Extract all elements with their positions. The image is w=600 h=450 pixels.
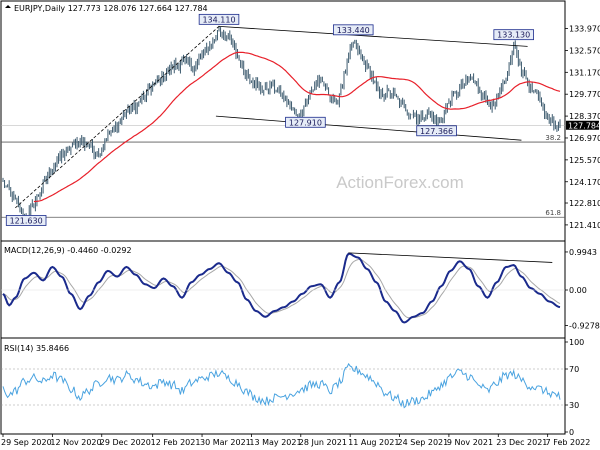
x-tick-label: 23 Dec 2021 (496, 438, 547, 447)
price-y-axis: 133.970 132.570 131.170 129.770 128.370 126.9… (565, 25, 600, 230)
rsi-title: RSI(14) 35.8466 (4, 344, 69, 353)
x-tick-label: 7 Feb 2022 (546, 438, 591, 447)
last-price-tag: 127.784 (566, 120, 600, 130)
price-tick-label: 132.570 (569, 46, 600, 55)
macd-y-axis: 0.9943 0.00 -0.9278 (1, 248, 600, 330)
price-tick-label: 126.970 (569, 134, 600, 143)
macd-trendline (348, 252, 553, 263)
fib-level-lines (1, 124, 565, 218)
annotation-box (332, 24, 374, 36)
x-tick-label: 12 Nov 2020 (50, 438, 101, 447)
price-annotations: 134.110 133.440 133.130 127.910 127.366 121.6… (5, 13, 534, 226)
price-bars (2, 25, 561, 224)
x-tick-label: 13 May 2021 (249, 438, 301, 447)
collapse-triangle-icon[interactable] (5, 5, 11, 8)
macd-tick-label: 0.9943 (569, 248, 597, 257)
x-tick-label: 24 Sep 2021 (398, 438, 449, 447)
price-tick-label: 133.970 (569, 25, 600, 34)
trendline (215, 115, 522, 141)
trendlines (15, 25, 528, 209)
fib-level-label: 61.8 (545, 209, 561, 217)
macd-tick-label: -0.9278 (569, 321, 600, 330)
watermark: ActionForex.com (336, 173, 464, 192)
annotation-box (416, 125, 457, 137)
annotation-box (285, 116, 326, 128)
price-tick-label: 131.170 (569, 68, 600, 77)
rsi-y-axis: 100 70 30 0 (565, 338, 584, 437)
price-tick-label: 129.770 (569, 90, 600, 99)
last-price-value: 127.784 (568, 121, 600, 130)
price-tick-label: 128.370 (569, 112, 600, 121)
rsi-tick-label: 70 (569, 365, 579, 374)
moving-average-line (33, 51, 561, 203)
annotation-label: 127.366 (420, 127, 453, 136)
trendline (218, 25, 528, 47)
annotation-label: 133.440 (337, 26, 370, 35)
annotation-label: 127.910 (289, 118, 322, 127)
x-tick-label: 12 Feb 2021 (151, 438, 201, 447)
x-tick-label: 30 Mar 2021 (200, 438, 251, 447)
x-tick-label: 11 Aug 2021 (348, 438, 399, 447)
symbol-info: EURJPY,Daily 127.773 128.076 127.664 127… (14, 4, 208, 13)
fib-level-label: 38.2 (545, 134, 561, 142)
rsi-line (2, 362, 561, 409)
fib-level-labels: 38.2 61.8 (545, 134, 561, 217)
rsi-tick-label: 30 (569, 401, 579, 410)
x-tick-label: 9 Nov 2021 (447, 438, 493, 447)
annotation-label: 121.630 (10, 216, 43, 225)
price-tick-label: 121.410 (569, 221, 600, 230)
annotation-label: 133.130 (497, 31, 530, 40)
annotation-box (5, 215, 47, 226)
macd-line (2, 252, 561, 324)
macd-title: MACD(12,26,9) -0.4460 -0.0292 (4, 246, 132, 255)
trendline (15, 26, 220, 209)
annotation-label: 134.110 (202, 15, 235, 24)
price-tick-label: 125.570 (569, 156, 600, 165)
annotation-box (493, 29, 534, 41)
macd-tick-label: 0.00 (569, 286, 587, 295)
x-tick-label: 28 Jun 2021 (299, 438, 347, 447)
annotation-box (198, 13, 240, 25)
x-tick-label: 29 Sep 2020 (1, 438, 52, 447)
rsi-tick-label: 100 (569, 338, 584, 347)
rsi-tick-label: 0 (569, 428, 574, 437)
macd-signal-line (2, 258, 561, 319)
price-tick-label: 122.810 (569, 199, 600, 208)
last-price-box (566, 120, 599, 130)
x-tick-label: 29 Dec 2020 (100, 438, 151, 447)
chart-header: EURJPY,Daily 127.773 128.076 127.664 127… (5, 4, 208, 13)
price-tick-label: 124.170 (569, 178, 600, 187)
